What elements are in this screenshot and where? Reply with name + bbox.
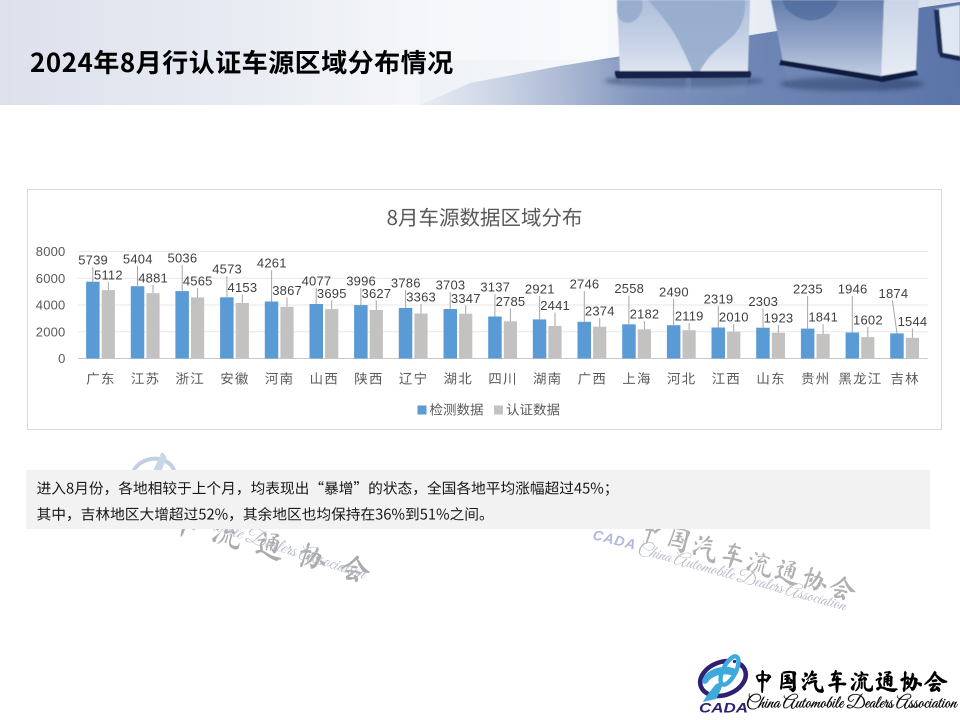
svg-text:8000: 8000 <box>36 244 66 259</box>
svg-text:1874: 1874 <box>879 286 909 301</box>
svg-text:2921: 2921 <box>525 282 555 297</box>
svg-text:4153: 4153 <box>228 280 258 295</box>
svg-text:4573: 4573 <box>212 262 242 277</box>
svg-text:CADA: CADA <box>699 700 748 716</box>
svg-text:3703: 3703 <box>436 278 466 293</box>
svg-text:1602: 1602 <box>853 313 883 328</box>
svg-text:4881: 4881 <box>138 271 168 286</box>
svg-text:5036: 5036 <box>168 251 198 266</box>
svg-text:1923: 1923 <box>764 311 794 326</box>
svg-text:2374: 2374 <box>585 304 615 319</box>
svg-text:3627: 3627 <box>362 286 392 301</box>
svg-text:2119: 2119 <box>675 309 704 324</box>
svg-text:2490: 2490 <box>659 285 689 300</box>
svg-text:3347: 3347 <box>451 291 481 306</box>
svg-text:6000: 6000 <box>36 271 66 286</box>
svg-text:0: 0 <box>58 351 65 366</box>
svg-text:2558: 2558 <box>614 281 644 296</box>
svg-text:3867: 3867 <box>272 283 302 298</box>
svg-text:2182: 2182 <box>630 307 660 322</box>
svg-text:3695: 3695 <box>317 286 347 301</box>
svg-text:2746: 2746 <box>570 277 600 292</box>
svg-text:4000: 4000 <box>36 298 66 313</box>
svg-text:2235: 2235 <box>793 282 823 297</box>
svg-text:3996: 3996 <box>346 274 376 289</box>
svg-text:2000: 2000 <box>36 324 66 339</box>
svg-text:4261: 4261 <box>257 256 287 271</box>
svg-text:3137: 3137 <box>480 280 510 295</box>
svg-text:1841: 1841 <box>808 310 838 325</box>
svg-text:4077: 4077 <box>302 274 332 289</box>
svg-text:5112: 5112 <box>94 268 123 283</box>
svg-text:2319: 2319 <box>704 292 734 307</box>
svg-text:5739: 5739 <box>78 253 108 268</box>
svg-text:2303: 2303 <box>748 294 778 309</box>
svg-text:4565: 4565 <box>183 274 213 289</box>
svg-text:3786: 3786 <box>391 276 421 291</box>
svg-text:3363: 3363 <box>406 290 436 305</box>
svg-text:1946: 1946 <box>838 282 868 297</box>
svg-text:2441: 2441 <box>540 298 570 313</box>
svg-text:2010: 2010 <box>719 310 749 325</box>
svg-text:5404: 5404 <box>123 252 153 267</box>
svg-text:2785: 2785 <box>496 294 526 309</box>
svg-text:1544: 1544 <box>898 314 928 329</box>
